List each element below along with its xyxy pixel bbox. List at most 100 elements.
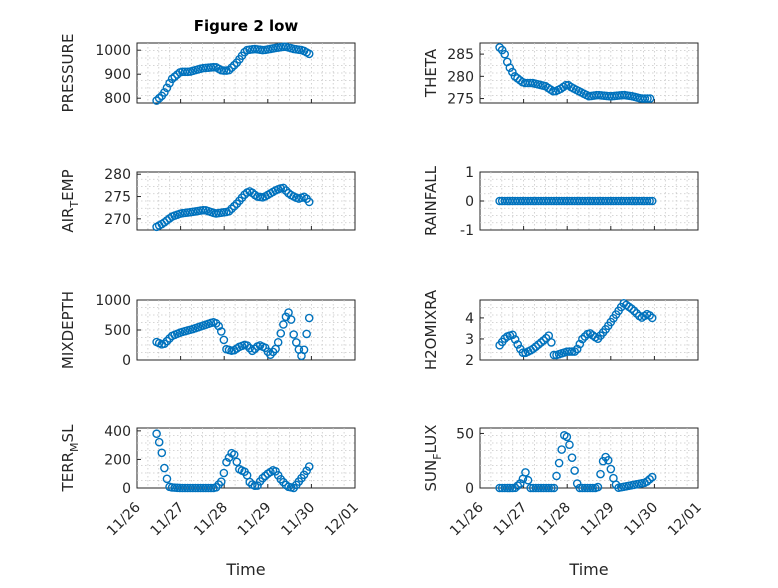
figure-title: Figure 2 low: [194, 17, 299, 35]
data-point: [253, 481, 262, 490]
data-point: [632, 309, 642, 318]
subplot-air-temp: 270 275 280 AIRTEMP: [59, 167, 356, 233]
x-tick-label: 11/26: [104, 499, 144, 539]
data-point: [508, 330, 517, 340]
y-tick-label: 280: [104, 167, 131, 183]
data-point: [549, 350, 559, 360]
subplot-terr-msl: 0 200 400 TERRMSL 11/26 11/27 11/28 11/29 11/30 1…: [59, 424, 362, 540]
data-point: [273, 337, 283, 347]
y-axis-label-subscript: T: [68, 201, 81, 209]
data-point: [276, 329, 286, 338]
data-point: [528, 344, 538, 354]
data-point: [572, 479, 582, 488]
data-point: [299, 345, 309, 355]
subplot-mixdepth: 0 500 1000 MIXDEPTH: [59, 291, 356, 369]
y-tick-label: 0: [465, 481, 474, 497]
data-point: [547, 483, 556, 493]
data-point: [557, 445, 566, 454]
data-point: [647, 313, 657, 323]
data-point: [162, 83, 172, 93]
data-point: [222, 457, 231, 467]
data-point: [645, 94, 655, 103]
data-point: [562, 432, 572, 442]
data-point: [286, 315, 296, 324]
data-point: [224, 65, 234, 75]
data-point: [281, 186, 291, 195]
x-tick-label: 11/30: [621, 500, 661, 540]
x-axis-label-left: Time: [225, 560, 265, 579]
data-point: [565, 440, 574, 450]
data-point: [160, 88, 169, 97]
data-point: [505, 483, 515, 493]
data-point: [302, 329, 311, 339]
data-point: [216, 327, 226, 336]
y-axis-label-base: AIR: [59, 208, 77, 233]
data-point: [302, 466, 311, 476]
y-tick-label: 1: [465, 165, 474, 181]
data-point: [219, 66, 229, 75]
y-axis-label-rest: EMP: [59, 169, 77, 200]
data-point: [544, 483, 554, 493]
data-point: [534, 340, 543, 349]
data-point: [291, 338, 301, 347]
data-point: [152, 429, 161, 439]
data-point: [198, 205, 208, 215]
data-point: [227, 204, 236, 214]
data-point: [531, 342, 541, 351]
y-axis-label: MIXDEPTH: [59, 291, 77, 369]
data-point: [645, 474, 654, 484]
x-tick-label: 11/28: [191, 500, 231, 540]
subplot-h2omixra: 2 3 4 H2OMIXRA: [422, 289, 699, 370]
data-point: [596, 469, 605, 479]
data-point: [567, 347, 577, 356]
subplot-rainfall: -1 0 1 RAINFALL: [422, 165, 699, 239]
data-point: [642, 477, 652, 486]
data-point: [167, 74, 177, 84]
data-point: [258, 473, 267, 483]
data-point: [536, 338, 546, 347]
data-point: [523, 475, 533, 485]
subplot-theta: 275 280 285 THETA: [422, 42, 699, 108]
data-point: [603, 455, 613, 465]
x-tick-label: 12/01: [322, 500, 362, 540]
data-point: [245, 343, 255, 353]
data-point: [495, 43, 504, 52]
y-tick-label: 1000: [95, 293, 131, 309]
data-point: [606, 464, 616, 474]
x-tick-label: 11/29: [578, 500, 618, 540]
y-tick-label: 1000: [95, 43, 131, 59]
data-point: [510, 335, 520, 344]
y-axis-label: PRESSURE: [59, 34, 77, 113]
data-point: [647, 196, 657, 206]
data-point: [640, 94, 650, 103]
y-tick-label: 0: [122, 481, 131, 497]
data-point: [232, 457, 242, 467]
data-point: [521, 468, 530, 477]
data-point: [627, 304, 636, 313]
subplot-pressure: 800 900 1000 PRESSURE: [59, 34, 356, 113]
data-point: [548, 86, 558, 96]
data-point: [250, 481, 260, 490]
data-point: [289, 330, 299, 339]
data-point: [279, 42, 288, 52]
data-point: [570, 347, 579, 356]
data-point: [513, 481, 523, 490]
y-axis-label-rest: LUX: [422, 425, 440, 454]
data-point: [565, 347, 574, 356]
y-tick-label: 800: [104, 91, 131, 107]
x-tick-label: 11/27: [491, 500, 531, 540]
data-point: [513, 340, 523, 349]
data-point: [154, 93, 164, 103]
y-axis-label: H2OMIXRA: [422, 289, 440, 370]
data-point: [160, 463, 169, 473]
y-axis-label-subscript: M: [68, 442, 81, 452]
y-axis-label: AIRTEMP: [59, 169, 81, 232]
y-axis-label: RAINFALL: [422, 165, 440, 236]
y-tick-label: 500: [104, 323, 131, 339]
data-point: [162, 336, 172, 346]
y-axis-label: TERRMSL: [59, 424, 81, 493]
y-tick-label: 270: [104, 212, 131, 228]
